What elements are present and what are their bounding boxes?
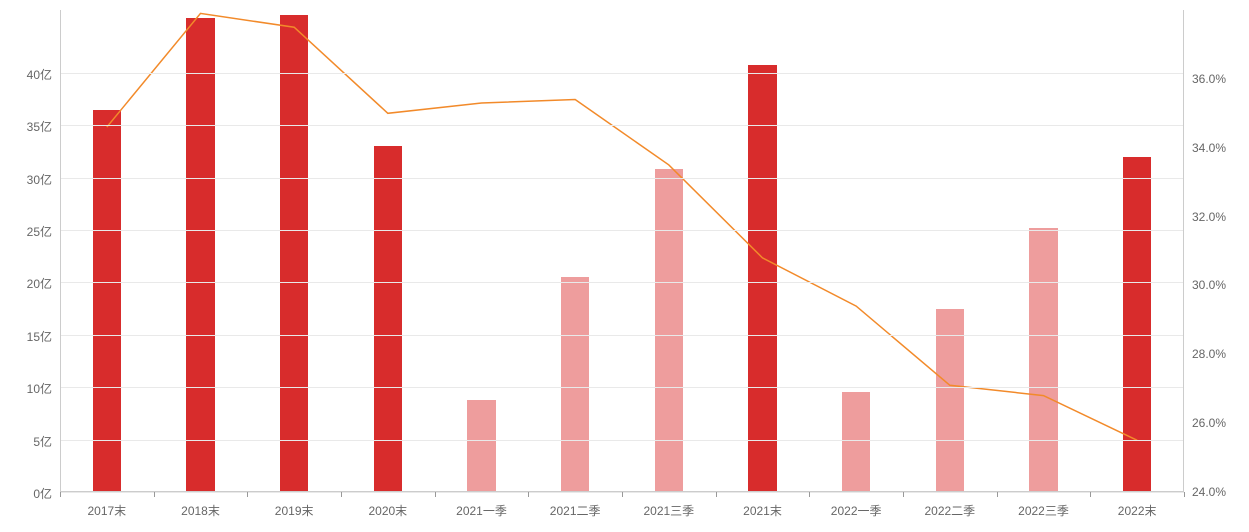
bar bbox=[842, 392, 870, 492]
x-tick-mark bbox=[435, 492, 436, 497]
bar bbox=[186, 18, 214, 492]
x-tick-label: 2017末 bbox=[87, 502, 126, 519]
x-tick-label: 2022三季 bbox=[1018, 502, 1069, 519]
y-right-tick-label: 30.0% bbox=[1192, 278, 1226, 292]
x-tick-label: 2019末 bbox=[275, 502, 314, 519]
y-right-tick-label: 24.0% bbox=[1192, 485, 1226, 499]
bar bbox=[936, 309, 964, 492]
y-left-tick-label: 0亿 bbox=[33, 485, 52, 502]
x-tick-label: 2022二季 bbox=[924, 502, 975, 519]
x-tick-label: 2021一季 bbox=[456, 502, 507, 519]
x-tick-mark bbox=[997, 492, 998, 497]
bar bbox=[93, 110, 121, 492]
x-tick-mark bbox=[903, 492, 904, 497]
x-tick-mark bbox=[1184, 492, 1185, 497]
x-tick-mark bbox=[1090, 492, 1091, 497]
gridline bbox=[60, 125, 1184, 126]
gridline bbox=[60, 440, 1184, 441]
bar bbox=[1029, 228, 1057, 492]
y-left-tick-label: 40亿 bbox=[27, 66, 52, 83]
y-left-tick-label: 35亿 bbox=[27, 118, 52, 135]
plot-area bbox=[60, 10, 1184, 492]
y-right-tick-label: 28.0% bbox=[1192, 347, 1226, 361]
y-right-tick-label: 34.0% bbox=[1192, 141, 1226, 155]
y-left-tick-label: 25亿 bbox=[27, 223, 52, 240]
dual-axis-bar-line-chart: 0亿 5亿 10亿 15亿 20亿 25亿 30亿 35亿 40亿 24.0% 26.0% 28.0%… bbox=[0, 0, 1249, 532]
x-tick-label: 2020末 bbox=[368, 502, 407, 519]
gridline bbox=[60, 230, 1184, 231]
y-left-axis-line bbox=[60, 10, 61, 492]
x-tick-label: 2021二季 bbox=[550, 502, 601, 519]
x-tick-mark bbox=[341, 492, 342, 497]
x-tick-label: 2018末 bbox=[181, 502, 220, 519]
y-left-tick-label: 10亿 bbox=[27, 380, 52, 397]
x-tick-mark bbox=[622, 492, 623, 497]
y-left-tick-label: 5亿 bbox=[33, 433, 52, 450]
trend-line bbox=[107, 13, 1137, 440]
bar bbox=[1123, 157, 1151, 492]
x-tick-mark bbox=[247, 492, 248, 497]
y-left-tick-label: 15亿 bbox=[27, 328, 52, 345]
gridline bbox=[60, 178, 1184, 179]
x-tick-label: 2021末 bbox=[743, 502, 782, 519]
x-tick-label: 2021三季 bbox=[643, 502, 694, 519]
gridline bbox=[60, 73, 1184, 74]
gridline bbox=[60, 387, 1184, 388]
bar bbox=[467, 400, 495, 492]
gridline bbox=[60, 335, 1184, 336]
y-left-tick-label: 30亿 bbox=[27, 171, 52, 188]
x-tick-mark bbox=[528, 492, 529, 497]
line-layer bbox=[60, 10, 1184, 492]
y-left-tick-label: 20亿 bbox=[27, 275, 52, 292]
x-tick-mark bbox=[154, 492, 155, 497]
bar bbox=[655, 169, 683, 492]
x-tick-mark bbox=[60, 492, 61, 497]
gridline bbox=[60, 282, 1184, 283]
y-right-tick-label: 32.0% bbox=[1192, 210, 1226, 224]
y-right-tick-label: 26.0% bbox=[1192, 416, 1226, 430]
bar bbox=[280, 15, 308, 492]
x-tick-mark bbox=[809, 492, 810, 497]
x-tick-mark bbox=[716, 492, 717, 497]
x-tick-label: 2022一季 bbox=[831, 502, 882, 519]
bar bbox=[561, 277, 589, 492]
y-right-axis-line bbox=[1183, 10, 1184, 492]
bar bbox=[748, 65, 776, 493]
y-right-tick-label: 36.0% bbox=[1192, 72, 1226, 86]
x-tick-label: 2022末 bbox=[1118, 502, 1157, 519]
